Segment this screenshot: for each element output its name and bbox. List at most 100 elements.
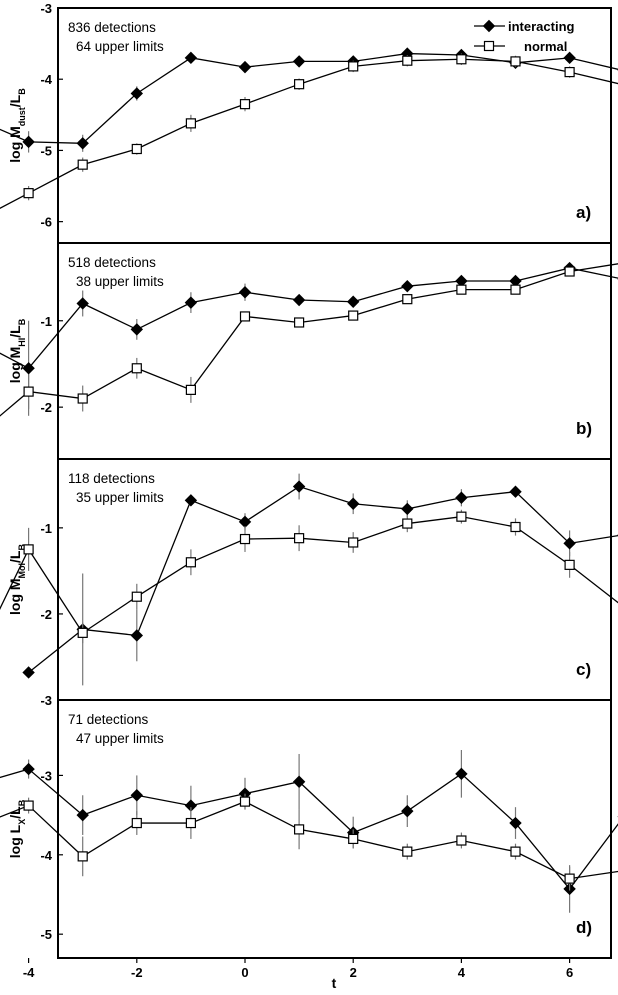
annotation-text: 71 detections bbox=[68, 712, 149, 727]
data-point bbox=[22, 135, 35, 149]
y-axis-label: log MMol/LB bbox=[7, 544, 27, 616]
series-interacting bbox=[22, 473, 618, 686]
annotation-text: 836 detections bbox=[68, 20, 156, 35]
data-point bbox=[509, 816, 522, 830]
data-point bbox=[455, 767, 468, 781]
data-point bbox=[563, 51, 576, 65]
x-axis-label: t bbox=[332, 975, 337, 991]
data-point bbox=[294, 533, 305, 544]
data-point bbox=[509, 485, 522, 498]
data-point bbox=[348, 833, 359, 845]
data-point bbox=[184, 494, 198, 507]
panel-letter: d) bbox=[576, 918, 592, 937]
series-interacting bbox=[0, 750, 618, 913]
data-point bbox=[130, 789, 144, 802]
y-tick-label: -3 bbox=[40, 768, 52, 783]
series-line bbox=[28, 485, 618, 673]
panel-2: -2 -1 log MHI/LB 518 detections 38 upper lim… bbox=[0, 242, 618, 460]
data-point bbox=[348, 61, 359, 72]
data-point bbox=[23, 800, 34, 811]
data-point bbox=[346, 295, 360, 308]
annotation-text: 518 detections bbox=[68, 255, 156, 270]
panel-3: -3 -2 -1 log MMol/LB 118 detections 35 upper … bbox=[0, 458, 618, 708]
legend-label: normal bbox=[524, 39, 567, 54]
x-tick-label: 0 bbox=[241, 965, 248, 980]
data-point bbox=[510, 521, 521, 533]
data-point bbox=[292, 293, 306, 307]
data-point bbox=[76, 808, 89, 822]
y-tick-label: -2 bbox=[40, 607, 52, 622]
x-tick-label: 6 bbox=[566, 965, 573, 980]
y-tick-label: -6 bbox=[40, 215, 52, 230]
data-point bbox=[185, 557, 196, 568]
y-tick-label: -3 bbox=[40, 693, 52, 708]
series-line bbox=[0, 267, 618, 370]
annotation-text: 118 detections bbox=[68, 471, 155, 486]
data-point bbox=[564, 873, 575, 884]
series-normal bbox=[0, 793, 618, 891]
data-point bbox=[292, 480, 306, 493]
y-tick-label: -5 bbox=[40, 143, 52, 158]
data-point bbox=[563, 537, 576, 550]
series-normal bbox=[0, 53, 618, 209]
data-point bbox=[238, 286, 252, 299]
y-tick-label: -4 bbox=[40, 848, 52, 863]
data-point bbox=[402, 294, 413, 305]
data-point bbox=[510, 56, 521, 67]
data-point bbox=[564, 266, 575, 277]
data-point bbox=[76, 137, 89, 150]
data-point bbox=[185, 817, 196, 829]
data-point bbox=[510, 846, 521, 857]
series-normal bbox=[0, 263, 618, 417]
data-point bbox=[402, 846, 413, 857]
data-point bbox=[184, 296, 198, 309]
series-line bbox=[0, 516, 618, 634]
data-point bbox=[239, 99, 251, 110]
data-point bbox=[456, 54, 467, 65]
data-point bbox=[131, 591, 142, 602]
data-point bbox=[456, 284, 467, 295]
data-point bbox=[292, 775, 306, 788]
panel-frame bbox=[57, 699, 612, 959]
data-point bbox=[185, 384, 196, 395]
data-point bbox=[294, 79, 305, 90]
data-point bbox=[184, 51, 198, 65]
data-point bbox=[239, 533, 251, 545]
x-tick-label: 2 bbox=[350, 965, 357, 980]
series-line bbox=[0, 263, 618, 417]
data-point bbox=[402, 518, 413, 529]
data-point bbox=[294, 317, 305, 328]
panel-letter: b) bbox=[576, 419, 592, 438]
data-point bbox=[401, 502, 414, 516]
y-tick-label: -5 bbox=[40, 927, 52, 942]
data-point bbox=[22, 362, 35, 375]
series-line bbox=[0, 52, 618, 144]
x-tick-label: -2 bbox=[131, 965, 143, 980]
data-point bbox=[185, 118, 196, 129]
data-point bbox=[564, 66, 575, 78]
panel-letter: a) bbox=[576, 203, 591, 222]
data-point bbox=[292, 55, 306, 68]
x-tick-label: 4 bbox=[458, 965, 466, 980]
data-point bbox=[23, 544, 34, 555]
data-point bbox=[239, 311, 251, 322]
panel-letter: c) bbox=[576, 660, 591, 679]
data-point bbox=[131, 363, 142, 374]
data-point bbox=[22, 666, 35, 679]
data-point bbox=[401, 279, 414, 293]
data-point bbox=[346, 497, 360, 510]
annotation-text: 47 upper limits bbox=[76, 731, 164, 746]
legend-marker bbox=[483, 40, 495, 52]
legend-marker bbox=[482, 19, 496, 33]
data-point bbox=[22, 762, 35, 776]
data-point bbox=[77, 627, 88, 638]
data-point bbox=[130, 323, 144, 336]
annotation-text: 35 upper limits bbox=[76, 490, 164, 505]
data-point bbox=[130, 629, 144, 642]
data-point bbox=[510, 284, 521, 295]
data-point bbox=[77, 393, 88, 404]
annotation-text: 38 upper limits bbox=[76, 274, 164, 289]
data-point bbox=[131, 143, 142, 155]
